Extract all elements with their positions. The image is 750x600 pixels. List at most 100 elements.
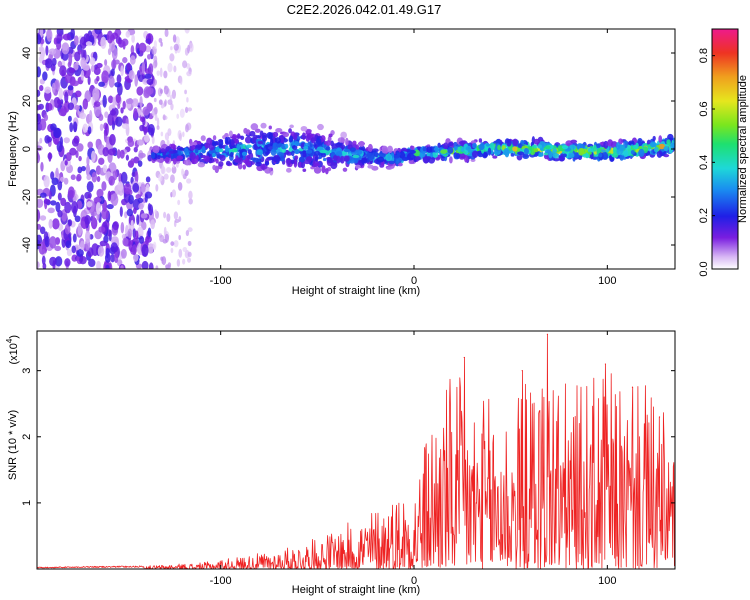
ridge-cell	[487, 147, 492, 156]
noise-cell	[124, 211, 128, 219]
noise-cell	[74, 215, 81, 223]
noise-cell	[102, 94, 107, 108]
noise-cell	[62, 33, 71, 41]
noise-cell	[144, 73, 152, 79]
ridge-cell	[330, 140, 334, 147]
ridge-cell	[422, 146, 427, 152]
ridge-cell	[458, 140, 466, 145]
ridge-cell	[164, 156, 170, 164]
ridge-cell	[301, 132, 306, 140]
colorbar-label: Normalized spectral amplitude	[737, 75, 749, 223]
ridge-cell	[396, 152, 401, 156]
noise-cell	[76, 143, 84, 152]
noise-cell	[43, 114, 49, 121]
ridge-cell	[437, 142, 441, 149]
ridge-cell	[270, 148, 277, 156]
noise-cell	[78, 155, 82, 162]
ridge-cell	[558, 155, 566, 162]
ridge-cell	[299, 156, 306, 163]
noise-cell	[120, 248, 127, 259]
ridge-cell	[319, 149, 327, 154]
ridge-cell	[457, 146, 461, 153]
spectrogram-y-ticks: -40 -20 0 20 40	[21, 47, 675, 253]
noise-cell	[104, 111, 109, 119]
colorbar-tick-label: 0.4	[698, 155, 710, 170]
noise-cell	[82, 123, 89, 133]
ridge-cell	[533, 138, 541, 145]
ridge-cell	[458, 152, 466, 160]
ridge-cell	[392, 154, 400, 159]
ridge-cell	[219, 154, 226, 162]
ridge-cell	[332, 155, 338, 161]
snr-frame	[36, 330, 676, 570]
ridge-cell	[218, 143, 223, 149]
noise-cell	[80, 240, 85, 251]
noise-cell	[142, 106, 150, 116]
noise-cell	[116, 149, 121, 159]
ridge-cell	[204, 142, 211, 149]
ridge-cell	[570, 139, 578, 144]
noise-cell	[104, 123, 109, 136]
noise-cell	[128, 70, 135, 80]
scatter-cell	[178, 132, 182, 141]
noise-cell	[42, 71, 48, 81]
ridge-cell	[603, 140, 609, 149]
noise-cell	[120, 65, 124, 77]
noise-cell	[102, 146, 109, 157]
scatter-cell	[181, 168, 185, 176]
ridge-cell	[386, 166, 393, 170]
scatter-cell	[170, 46, 173, 51]
ridge-cell	[401, 156, 409, 162]
ridge-cell	[215, 158, 219, 164]
scatter-cell	[167, 99, 173, 106]
noise-cell	[44, 235, 50, 248]
noise-cell	[93, 66, 101, 76]
noise-cell	[64, 160, 68, 166]
ridge-cell	[349, 147, 356, 152]
noise-cell	[48, 218, 53, 229]
ridge-cell	[512, 146, 518, 152]
noise-cell	[112, 96, 116, 109]
ridge-cell	[249, 130, 256, 137]
noise-cell	[115, 116, 123, 127]
noise-cell	[57, 209, 63, 218]
ridge-cell	[367, 143, 373, 152]
scatter-cell	[151, 136, 155, 145]
ridge-cell	[666, 139, 671, 146]
ridge-cell	[289, 124, 294, 129]
ridge-cell	[630, 150, 635, 155]
noise-cell	[128, 194, 134, 205]
scatter-cell	[171, 165, 177, 174]
ridge-cell	[492, 155, 498, 159]
ridge-cell	[506, 138, 512, 147]
scatter-cell	[154, 113, 158, 122]
noise-cell	[46, 136, 53, 143]
ridge-cell	[330, 161, 338, 170]
ridge-cell	[508, 149, 515, 154]
noise-cell	[101, 208, 109, 220]
ridge-cell	[325, 140, 331, 147]
noise-cell	[122, 41, 126, 50]
ridge-cell	[243, 127, 248, 134]
noise-cell	[98, 81, 106, 87]
noise-cell	[136, 139, 144, 146]
ridge-cell	[585, 153, 589, 159]
ridge-cell	[387, 145, 393, 154]
ridge-cell	[425, 156, 432, 160]
ridge-cell	[561, 145, 569, 150]
scatter-cell	[172, 90, 176, 99]
noise-cell	[101, 70, 110, 84]
ridge-cell	[358, 140, 365, 147]
snr-panel: -100 0 100 1 2 3 Height of straight line (km…	[5, 330, 676, 596]
noise-cell	[125, 30, 131, 38]
scatter-cell	[156, 125, 160, 130]
noise-cell	[51, 82, 56, 94]
noise-cell	[61, 42, 70, 55]
noise-cell	[53, 97, 61, 109]
colorbar-ticks: 0.0 0.2 0.4 0.6 0.8	[698, 48, 715, 277]
scatter-cell	[184, 89, 187, 95]
noise-cell	[88, 34, 95, 43]
noise-cell	[132, 244, 137, 256]
noise-cell	[57, 60, 63, 68]
ridge-cell	[485, 143, 490, 147]
